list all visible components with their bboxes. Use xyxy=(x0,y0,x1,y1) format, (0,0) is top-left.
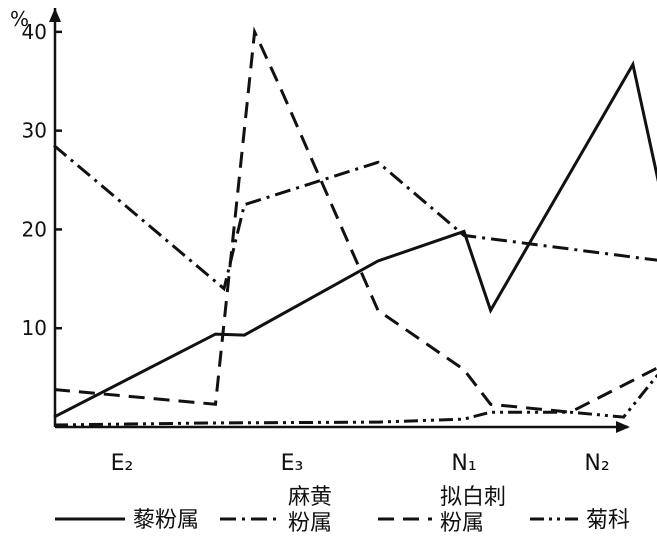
series-line-3 xyxy=(53,26,657,414)
legend-label: 菊科 xyxy=(586,508,630,533)
y-ticks: 10 20 30 40 xyxy=(22,20,62,340)
y-tick-label: 30 xyxy=(22,119,47,143)
legend-entry: 藜粉属 xyxy=(55,508,199,533)
y-tick-label: 10 xyxy=(22,316,47,340)
x-category-labels: E₂ E₃ N₁ N₂ xyxy=(111,451,610,476)
legend-label: 粉属 xyxy=(288,511,332,536)
x-category-label: E₂ xyxy=(111,451,134,476)
legend-label: 粉属 xyxy=(440,511,484,536)
x-category-label: N₂ xyxy=(584,451,609,476)
y-tick-label: 40 xyxy=(22,20,47,44)
x-category-label: N₁ xyxy=(451,451,476,476)
series-layer xyxy=(53,26,657,427)
series-line-2 xyxy=(53,144,657,292)
x-category-label: E₃ xyxy=(281,451,304,476)
legend-label: 麻黄 xyxy=(288,485,332,510)
y-axis-arrow-icon xyxy=(49,8,61,22)
axes: % xyxy=(10,7,630,433)
legend-label: 藜粉属 xyxy=(133,508,199,533)
legend-entry: 菊科 xyxy=(530,508,630,533)
x-axis-arrow-icon xyxy=(616,421,630,433)
series-line-1 xyxy=(53,60,657,419)
legend-label: 拟白刺 xyxy=(440,485,506,510)
y-tick-label: 20 xyxy=(22,217,47,241)
series-line-4 xyxy=(53,373,657,427)
y-axis-unit-label: % xyxy=(10,7,29,31)
